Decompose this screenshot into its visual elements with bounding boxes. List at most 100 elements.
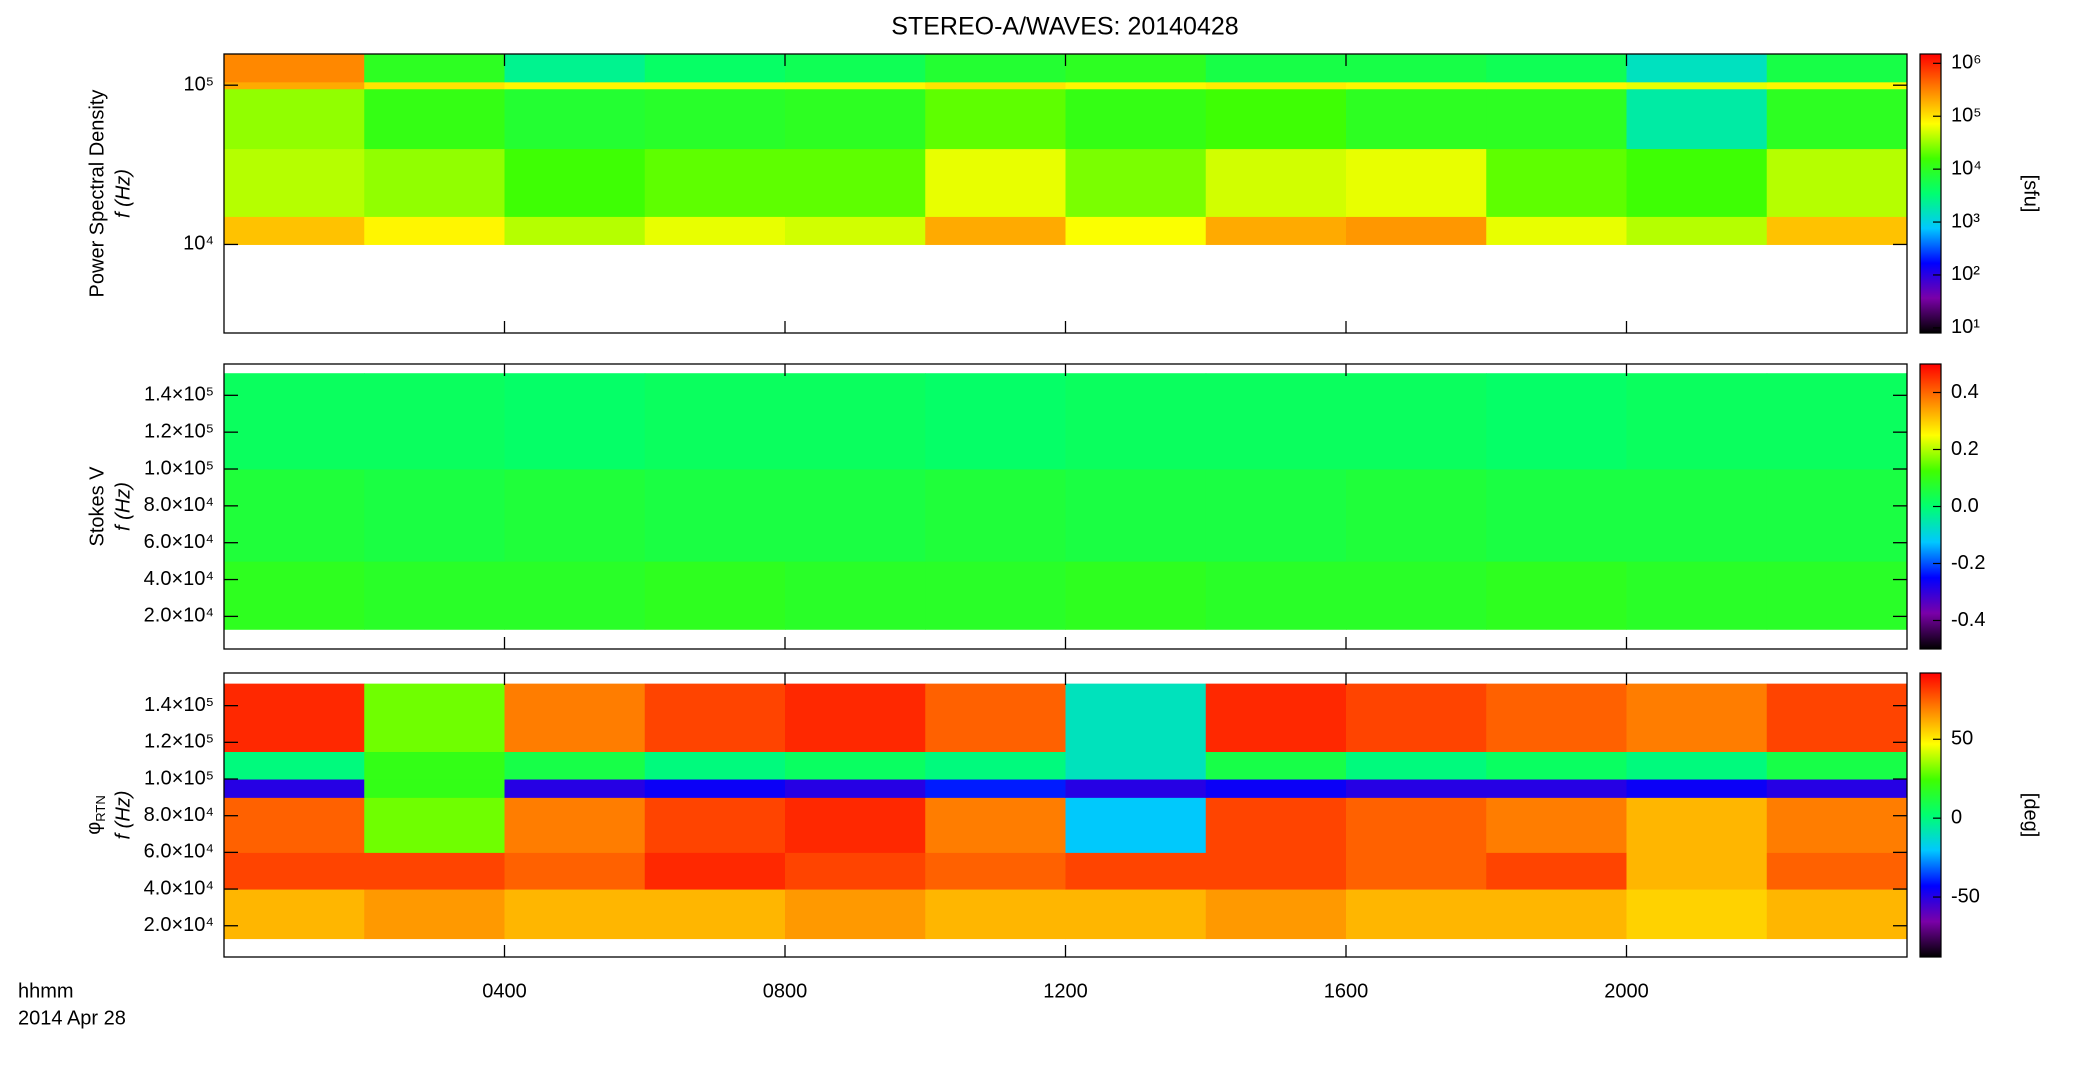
heatmap-cell — [1065, 373, 1207, 470]
heatmap-cell — [1486, 148, 1627, 217]
heatmap-cell — [224, 216, 365, 245]
heatmap-cell — [644, 469, 786, 562]
y-tick-label: 1.4×10⁵ — [144, 384, 214, 406]
heatmap-cell — [504, 88, 646, 150]
heatmap-cell — [504, 54, 646, 83]
heatmap-cell — [1346, 779, 1487, 798]
heatmap-cell — [1486, 797, 1627, 853]
colorbar-tick-label: 0.4 — [1951, 381, 1979, 403]
y-axis-title: Stokes V — [86, 466, 108, 547]
x-axis-label: hhmm — [18, 980, 74, 1002]
y-symbol: φ — [83, 822, 105, 835]
y-tick-label: 1.2×10⁵ — [144, 731, 214, 753]
heatmap-cell — [925, 683, 1066, 753]
heatmap-cell — [1626, 751, 1768, 780]
x-tick-label: 1200 — [1043, 980, 1088, 1002]
heatmap-cell — [785, 148, 926, 217]
heatmap-cell — [1205, 683, 1347, 753]
heatmap-cell — [644, 88, 786, 150]
heatmap-cell — [1626, 797, 1768, 853]
heatmap-cell — [785, 889, 926, 940]
heatmap-cell — [1205, 852, 1347, 890]
heatmap-cell — [644, 81, 786, 90]
heatmap-cell — [364, 216, 505, 245]
heatmap-cell — [364, 88, 505, 150]
heatmap-cell — [1486, 81, 1627, 90]
heatmap-cell — [1766, 561, 1908, 630]
y-axis-label: f (Hz) — [112, 791, 134, 840]
heatmap-cell — [1766, 889, 1908, 940]
y-tick-label: 4.0×10⁴ — [144, 877, 214, 899]
heatmap-cell — [1766, 54, 1908, 83]
heatmap-cell — [785, 373, 926, 470]
heatmap-cell — [1205, 216, 1347, 245]
heatmap-cell — [1205, 561, 1347, 630]
heatmap-cell — [224, 797, 365, 853]
heatmap-cell — [224, 852, 365, 890]
heatmap-cell — [224, 88, 365, 150]
heatmap-cell — [1065, 561, 1207, 630]
heatmap-cell — [364, 779, 505, 798]
heatmap-cell — [925, 148, 1066, 217]
heatmap-cell — [1766, 88, 1908, 150]
heatmap-cell — [644, 683, 786, 753]
heatmap-cell — [644, 779, 786, 798]
heatmap-cell — [1205, 81, 1347, 90]
colorbar-tick-label: 10⁴ — [1951, 157, 1982, 179]
heatmap-cell — [644, 889, 786, 940]
heatmap-cell — [1486, 216, 1627, 245]
heatmap-cell — [1626, 373, 1768, 470]
heatmap-cell — [1065, 889, 1207, 940]
y-tick-label: 10⁴ — [183, 233, 214, 255]
y-symbol-sub: RTN — [93, 795, 108, 821]
heatmap-cell — [504, 889, 646, 940]
heatmap-cell — [504, 148, 646, 217]
heatmap-cell — [224, 889, 365, 940]
heatmap-cell — [504, 81, 646, 90]
heatmap-cell — [925, 81, 1066, 90]
heatmap-cell — [1205, 373, 1347, 470]
heatmap-cell — [1065, 88, 1207, 150]
heatmap-cell — [504, 751, 646, 780]
heatmap-cell — [785, 54, 926, 83]
heatmap-cell — [1626, 469, 1768, 562]
heatmap-cell — [364, 148, 505, 217]
heatmap-cell — [1065, 216, 1207, 245]
heatmap-cell — [1486, 469, 1627, 562]
heatmap-cell — [1766, 797, 1908, 853]
y-tick-label: 6.0×10⁴ — [144, 531, 214, 553]
heatmap-cell — [364, 561, 505, 630]
heatmap-cell — [785, 751, 926, 780]
heatmap-cell — [644, 148, 786, 217]
heatmap-cell — [925, 852, 1066, 890]
colorbar-tick-label: -0.4 — [1951, 609, 1985, 631]
heatmap-cell — [1626, 683, 1768, 753]
heatmap-cell — [1766, 683, 1908, 753]
heatmap-cell — [925, 54, 1066, 83]
y-tick-label: 6.0×10⁴ — [144, 841, 214, 863]
colorbar-tick-label: 10⁵ — [1951, 105, 1982, 127]
y-tick-label: 1.0×10⁵ — [144, 457, 214, 479]
y-tick-label: 10⁵ — [183, 73, 214, 95]
heatmap-cell — [1065, 54, 1207, 83]
heatmap-cell — [644, 852, 786, 890]
heatmap-cell — [925, 216, 1066, 245]
heatmap-cell — [1205, 779, 1347, 798]
heatmap-cell — [1626, 889, 1768, 940]
heatmap-cell — [644, 373, 786, 470]
heatmap-cell — [785, 779, 926, 798]
heatmap-cell — [1205, 797, 1347, 853]
heatmap-cell — [1346, 373, 1487, 470]
heatmap-cell — [1346, 216, 1487, 245]
heatmap-cell — [1626, 216, 1768, 245]
heatmap-cell — [925, 889, 1066, 940]
x-tick-label: 2000 — [1604, 980, 1649, 1002]
heatmap-cell — [1346, 852, 1487, 890]
heatmap-cell — [1626, 561, 1768, 630]
heatmap-cell — [504, 216, 646, 245]
heatmap-cell — [785, 561, 926, 630]
heatmap-cell — [1065, 469, 1207, 562]
heatmap-cell — [224, 469, 365, 562]
heatmap-cell — [1626, 88, 1768, 150]
heatmap-cell — [1486, 561, 1627, 630]
